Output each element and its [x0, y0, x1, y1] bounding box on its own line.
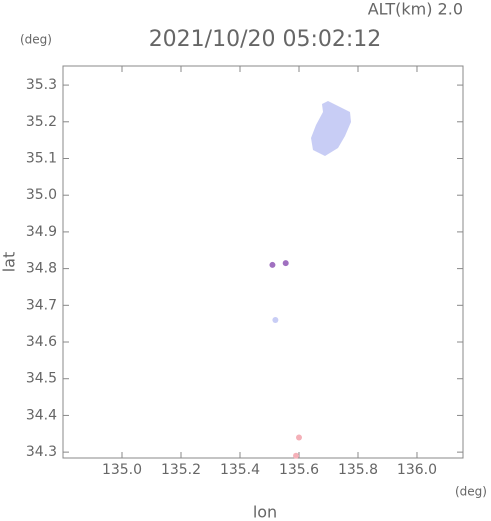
y-tick-label: 34.6	[26, 334, 57, 350]
echo-point	[340, 122, 347, 129]
x-tick-label: 136.0	[397, 462, 437, 478]
x-axis-label: lon	[253, 503, 277, 521]
x-tick-label: 135.4	[220, 462, 260, 478]
y-tick-label: 35.3	[26, 77, 57, 93]
x-tick-label: 135.0	[102, 462, 142, 478]
chart-title: 2021/10/20 05:02:12	[149, 27, 382, 52]
y-tick-label: 34.7	[26, 297, 57, 313]
y-tick-label: 35.0	[26, 187, 57, 203]
x-tick-label: 135.6	[279, 462, 319, 478]
y-tick-label: 34.3	[26, 444, 57, 460]
x-tick-label: 135.2	[161, 462, 201, 478]
y-tick-label: 34.8	[26, 261, 57, 277]
echo-point	[295, 434, 302, 441]
y-axis-label: lat	[0, 252, 19, 273]
echo-point	[272, 316, 279, 323]
altitude-label: ALT(km) 2.0	[368, 0, 463, 19]
y-tick-label: 34.9	[26, 224, 57, 240]
echo-point	[269, 261, 276, 268]
y-tick-label: 34.5	[26, 371, 57, 387]
x-unit: (deg)	[455, 485, 487, 499]
y-unit: (deg)	[20, 33, 52, 47]
y-tick-label: 35.2	[26, 114, 57, 130]
echo-point	[293, 452, 300, 459]
echo-region	[311, 101, 351, 156]
y-tick-label: 34.4	[26, 407, 57, 423]
plot-frame	[62, 65, 464, 459]
x-tick-label: 135.8	[338, 462, 378, 478]
echo-point	[282, 260, 289, 267]
y-tick-label: 35.1	[26, 150, 57, 166]
